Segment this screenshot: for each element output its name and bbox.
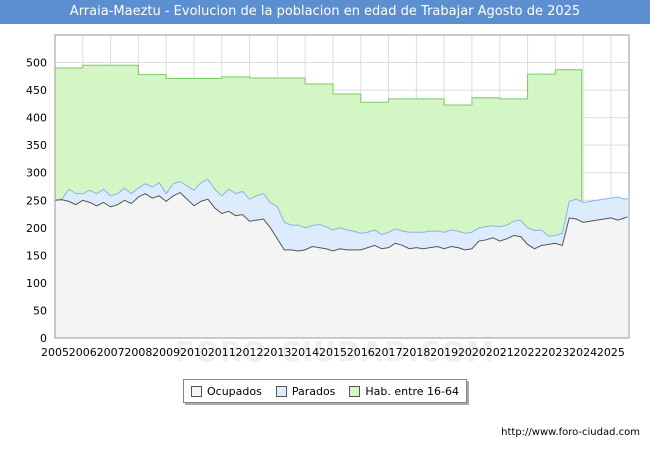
legend-label-ocupados: Ocupados	[206, 384, 262, 398]
y-tick-label: 0	[40, 332, 47, 345]
legend-swatch-hab	[349, 385, 361, 397]
y-tick-label: 150	[26, 249, 47, 262]
x-tick-label: 2008	[124, 346, 152, 359]
y-tick-label: 300	[26, 167, 47, 180]
watermark: FORO-CIUDAD.COM	[174, 335, 496, 368]
x-tick-label: 2018	[402, 346, 430, 359]
y-tick-label: 50	[33, 304, 47, 317]
y-tick-label: 500	[26, 57, 47, 70]
x-tick-label: 2014	[291, 346, 319, 359]
x-tick-label: 2024	[569, 346, 597, 359]
legend-label-hab: Hab. entre 16-64	[365, 384, 459, 398]
y-axis: 0 50 100 150 200 250 300 350 400 450 500	[26, 57, 47, 345]
series-line-hab	[55, 64, 583, 203]
x-tick-label: 2015	[319, 346, 347, 359]
legend-item-parados: Parados	[275, 384, 336, 398]
y-tick-label: 100	[26, 277, 47, 290]
x-tick-label: 2007	[97, 346, 125, 359]
x-tick-label: 2016	[347, 346, 375, 359]
chart-title: Arraia-Maeztu - Evolucion de la poblacio…	[0, 0, 650, 24]
x-tick-label: 2006	[69, 346, 97, 359]
x-axis: 2005 2006 2007 2008 2009 2010 2011 2012 2013 2014…	[41, 346, 625, 359]
series-areas	[54, 64, 628, 339]
x-tick-label: 2010	[180, 346, 208, 359]
x-tick-label: 2023	[541, 346, 569, 359]
legend-item-hab: Hab. entre 16-64	[349, 385, 459, 398]
legend-item-ocupados: Ocupados	[190, 384, 262, 398]
x-tick-label: 2013	[263, 346, 291, 359]
legend-label-parados: Parados	[291, 384, 336, 398]
plot-frame	[54, 34, 630, 339]
x-tick-label: 2022	[514, 346, 542, 359]
series-line-ocupados	[54, 191, 628, 252]
series-area-ocupados	[55, 192, 628, 338]
x-tick-label: 2017	[375, 346, 403, 359]
y-tick-label: 200	[26, 222, 47, 235]
y-tick-label: 400	[26, 112, 47, 125]
source-link[interactable]: http://www.foro-ciudad.com	[501, 427, 640, 438]
x-tick-label: 2012	[236, 346, 264, 359]
x-tick-label: 2019	[430, 346, 458, 359]
legend-swatch-parados	[275, 385, 287, 397]
x-tick-label: 2025	[597, 346, 625, 359]
legend: Ocupados Parados Hab. entre 16-64	[183, 379, 467, 403]
x-tick-label: 2011	[208, 346, 236, 359]
legend-swatch-ocupados	[190, 385, 202, 397]
x-tick-label: 2009	[152, 346, 180, 359]
y-tick-label: 250	[26, 194, 47, 207]
y-tick-label: 350	[26, 139, 47, 152]
y-tick-label: 450	[26, 84, 47, 97]
x-tick-label: 2005	[41, 346, 69, 359]
series-line-parados	[54, 178, 628, 237]
x-tick-label: 2021	[486, 346, 514, 359]
x-tick-label: 2020	[458, 346, 486, 359]
